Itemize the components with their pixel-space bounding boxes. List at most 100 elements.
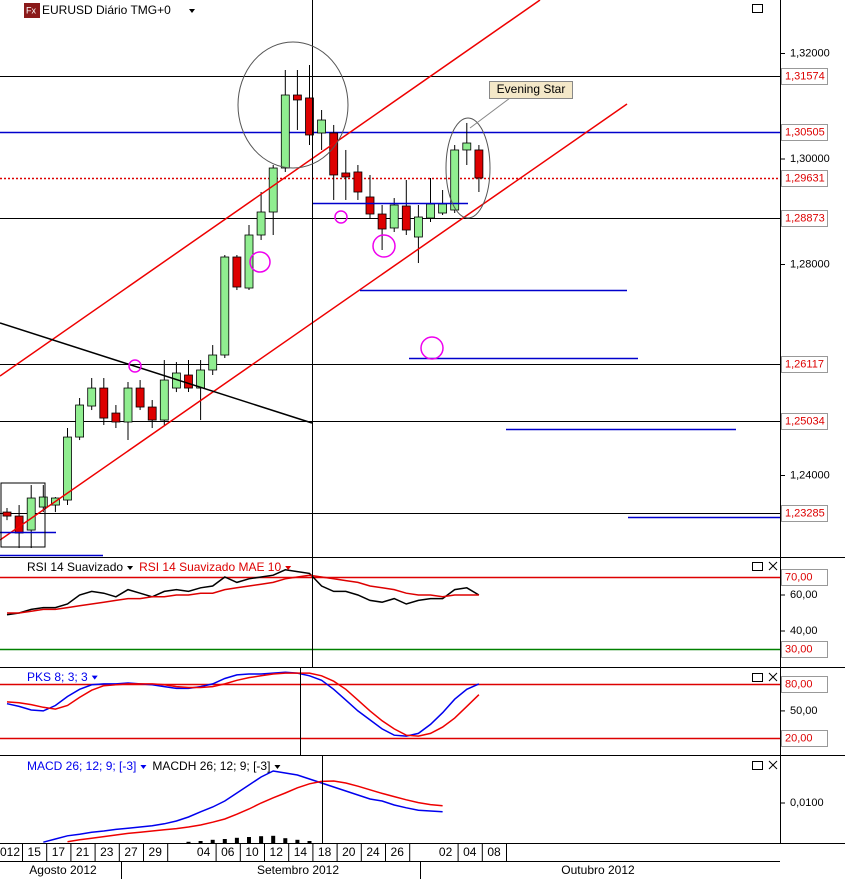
candle-body [377, 213, 387, 230]
level-label-box [781, 569, 828, 586]
histogram-bar [295, 839, 300, 843]
maximize-button[interactable] [752, 673, 763, 682]
maximize-button[interactable] [752, 761, 763, 770]
histogram-bar [222, 839, 227, 843]
x-tick-label: 18 [318, 845, 332, 859]
level-label: 1,31574 [785, 70, 825, 82]
annotation: Evening Star [497, 82, 566, 96]
x-tick-label: 23 [100, 845, 114, 859]
histogram-bar [307, 841, 312, 843]
x-tick-label: 10 [245, 845, 259, 859]
candle-body [208, 354, 218, 371]
x-tick-label: 17 [52, 845, 66, 859]
candle-body [438, 203, 448, 214]
candle-body [341, 172, 351, 178]
x-tick-label: 04 [463, 845, 477, 859]
x-tick-label: 12 [270, 845, 284, 859]
close-button[interactable] [768, 760, 778, 770]
histogram-bar [259, 836, 264, 843]
symbol-icon [24, 3, 40, 18]
candle-body [38, 496, 48, 508]
legend-dropdown[interactable] [127, 566, 134, 570]
candle-body [2, 511, 12, 517]
candle-body [63, 436, 72, 501]
candle-body [450, 149, 460, 211]
x-tick-label: 20 [342, 845, 356, 859]
legend-dropdown[interactable] [274, 765, 281, 769]
close-button[interactable] [768, 561, 778, 571]
level-label: 30,00 [785, 643, 813, 655]
candle-body [292, 94, 302, 101]
histogram-bar [186, 841, 191, 843]
x-tick-label: 27 [124, 845, 138, 859]
candle-body [220, 256, 230, 356]
x-tick-label: 29 [149, 845, 163, 859]
x-tick-label: 14 [294, 845, 308, 859]
x-tick-label: 08 [487, 845, 501, 859]
candle-body [365, 196, 375, 215]
legend-dropdown[interactable] [91, 675, 98, 680]
legend-entry: PKS 8; 3; 3 [27, 670, 88, 684]
level-label: 1,23285 [785, 507, 825, 519]
pattern-ellipse [445, 117, 491, 219]
month-label: Agosto 2012 [29, 863, 97, 877]
y-tick-label: 1,30000 [790, 153, 830, 165]
x-tick-label: 012 [0, 845, 20, 859]
candle-body [474, 149, 484, 179]
marker-circle [420, 336, 444, 360]
y-tick-label: 0,0100 [790, 797, 824, 809]
level-label-box [781, 505, 828, 522]
candle-body [353, 171, 363, 193]
candle-body [99, 387, 109, 419]
candle-body [184, 374, 193, 389]
candle-body [389, 204, 399, 229]
level-label-box [781, 676, 828, 693]
indicator-line [6, 671, 480, 737]
legend-entry: MACDH 26; 12; 9; [-3] [152, 759, 270, 773]
candle-body [123, 387, 133, 423]
marker-circle [249, 251, 271, 273]
y-tick-label: 1,24000 [790, 469, 830, 481]
candle-body [244, 234, 254, 289]
histogram-bar [271, 835, 276, 843]
level-label: 1,30505 [785, 126, 825, 138]
candle-body [280, 94, 290, 169]
y-tick-label: 40,00 [790, 625, 818, 637]
month-label: Setembro 2012 [257, 863, 339, 877]
legend-dropdown[interactable] [285, 566, 292, 570]
level-label: 1,29631 [785, 172, 825, 184]
indicator-line [43, 770, 443, 843]
window-buttons [752, 4, 778, 770]
level-label: 20,00 [785, 732, 813, 744]
drawn-box [0, 482, 46, 548]
histogram-bar [198, 841, 203, 843]
marker-circle [334, 210, 348, 224]
x-tick-label: 15 [28, 845, 42, 859]
dropdown-arrow[interactable] [189, 9, 195, 13]
legend-dropdown[interactable] [140, 765, 147, 769]
histogram-bar [247, 837, 251, 843]
month-label: Outubro 2012 [561, 863, 635, 877]
x-tick-label: 26 [391, 845, 405, 859]
candle-body [111, 412, 121, 423]
level-label: 1,25034 [785, 415, 825, 427]
level-label-box [781, 730, 828, 747]
histogram-bar [210, 839, 215, 843]
x-tick-label: 04 [197, 845, 211, 859]
candle-body [232, 256, 242, 288]
histogram-bar [234, 837, 239, 843]
close-button[interactable] [768, 672, 778, 682]
drawings [0, 0, 780, 843]
level-label-box [781, 413, 828, 430]
y-tick-label: 1,32000 [790, 47, 830, 59]
maximize-button[interactable] [752, 4, 763, 13]
level-label-box [781, 641, 828, 658]
callout-line [469, 97, 511, 129]
level-label-box [781, 68, 828, 85]
indicator-line [6, 672, 480, 737]
level-label-box [781, 124, 828, 141]
maximize-button[interactable] [752, 562, 763, 571]
